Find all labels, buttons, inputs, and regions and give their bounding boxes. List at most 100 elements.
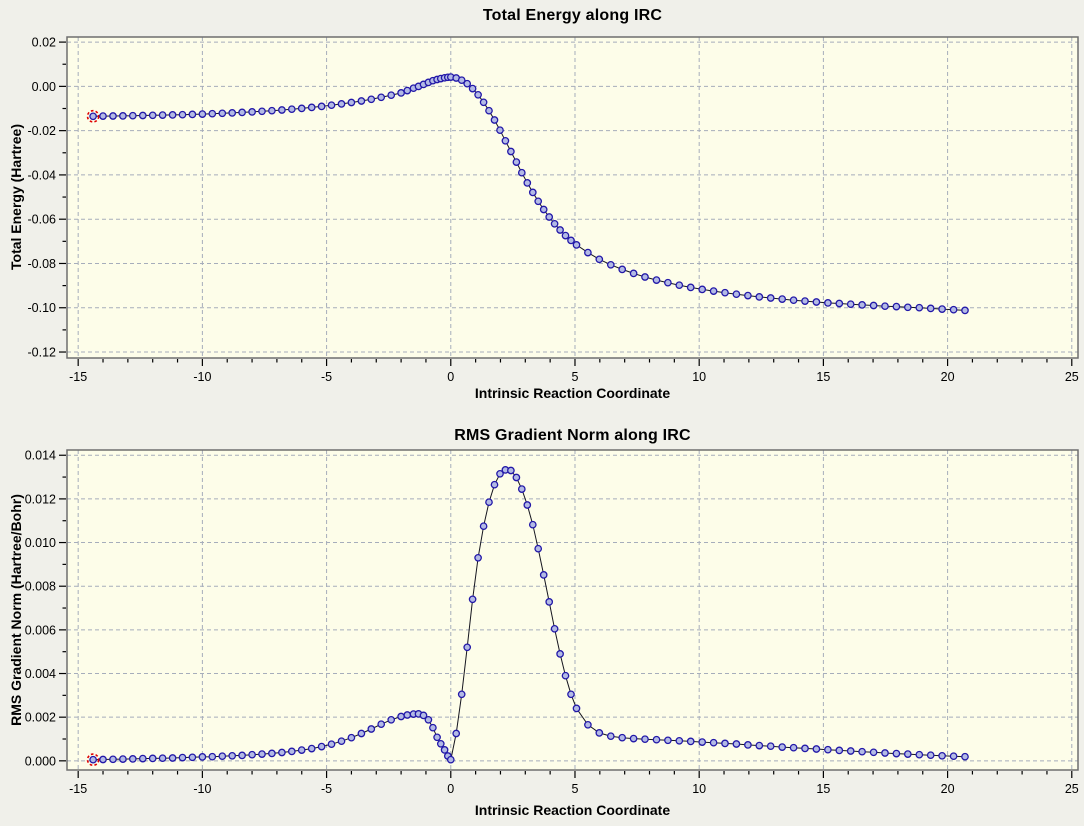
- data-point[interactable]: [949, 305, 958, 314]
- data-point[interactable]: [732, 740, 741, 748]
- data-point[interactable]: [709, 738, 718, 747]
- data-point[interactable]: [755, 741, 764, 750]
- data-point[interactable]: [561, 231, 570, 240]
- data-point[interactable]: [903, 750, 912, 758]
- data-point[interactable]: [347, 98, 356, 107]
- data-point[interactable]: [158, 111, 167, 119]
- data-point[interactable]: [99, 755, 107, 764]
- data-point[interactable]: [915, 303, 924, 312]
- data-point[interactable]: [109, 112, 117, 120]
- selected-data-point[interactable]: [89, 112, 97, 121]
- data-point[interactable]: [208, 752, 217, 761]
- data-point[interactable]: [926, 751, 935, 760]
- data-point[interactable]: [99, 112, 107, 120]
- data-point[interactable]: [119, 112, 127, 120]
- data-point[interactable]: [926, 304, 935, 313]
- data-point[interactable]: [698, 738, 707, 746]
- data-point[interactable]: [474, 90, 482, 99]
- data-point[interactable]: [218, 752, 227, 761]
- data-point[interactable]: [744, 291, 752, 300]
- data-point[interactable]: [721, 288, 729, 297]
- total-energy-plot-canvas[interactable]: -15 -10 -5 0 5 10 15 20 25 0.02 0.00 -0.02 -0.04 -0.0…: [0, 0, 1084, 413]
- data-point[interactable]: [297, 104, 306, 113]
- data-point[interactable]: [403, 711, 412, 719]
- data-point[interactable]: [507, 147, 515, 156]
- data-point[interactable]: [517, 485, 526, 493]
- data-point[interactable]: [501, 136, 510, 145]
- data-point[interactable]: [188, 110, 197, 119]
- data-point[interactable]: [512, 158, 521, 166]
- data-point[interactable]: [452, 729, 461, 738]
- data-point[interactable]: [367, 725, 376, 733]
- data-point[interactable]: [892, 302, 901, 311]
- data-point[interactable]: [337, 737, 346, 746]
- data-point[interactable]: [539, 571, 548, 579]
- data-point[interactable]: [824, 745, 832, 754]
- data-point[interactable]: [572, 241, 581, 249]
- data-point[interactable]: [766, 294, 775, 302]
- data-point[interactable]: [869, 301, 878, 310]
- data-point[interactable]: [778, 743, 787, 751]
- data-point[interactable]: [846, 300, 855, 309]
- data-point[interactable]: [258, 750, 266, 758]
- data-point[interactable]: [436, 739, 445, 748]
- data-point[interactable]: [523, 501, 532, 509]
- data-point[interactable]: [387, 91, 396, 100]
- data-point[interactable]: [490, 480, 499, 489]
- data-point[interactable]: [652, 276, 661, 284]
- data-point[interactable]: [479, 522, 488, 531]
- data-point[interactable]: [278, 748, 286, 757]
- data-point[interactable]: [317, 102, 326, 111]
- data-point[interactable]: [327, 740, 336, 749]
- data-point[interactable]: [158, 754, 167, 763]
- data-point[interactable]: [556, 226, 564, 234]
- data-point[interactable]: [198, 110, 207, 118]
- data-point[interactable]: [119, 755, 127, 763]
- data-point[interactable]: [457, 76, 466, 85]
- data-point[interactable]: [138, 754, 147, 763]
- data-point[interactable]: [397, 89, 405, 97]
- data-point[interactable]: [517, 168, 526, 177]
- data-point[interactable]: [561, 671, 570, 680]
- data-point[interactable]: [732, 290, 741, 299]
- data-point[interactable]: [595, 255, 604, 264]
- data-point[interactable]: [801, 297, 809, 305]
- data-point[interactable]: [938, 305, 946, 313]
- data-point[interactable]: [915, 750, 924, 759]
- data-point[interactable]: [238, 751, 246, 760]
- data-point[interactable]: [397, 712, 405, 721]
- data-point[interactable]: [377, 93, 386, 102]
- data-point[interactable]: [496, 126, 504, 135]
- data-point[interactable]: [938, 751, 946, 760]
- data-point[interactable]: [766, 742, 775, 751]
- data-point[interactable]: [675, 736, 684, 745]
- data-point[interactable]: [387, 715, 396, 724]
- selected-data-point[interactable]: [89, 755, 97, 764]
- data-point[interactable]: [463, 643, 472, 652]
- data-point[interactable]: [168, 754, 177, 762]
- data-point[interactable]: [128, 111, 137, 120]
- data-point[interactable]: [463, 79, 472, 88]
- data-point[interactable]: [606, 732, 615, 741]
- data-point[interactable]: [109, 755, 117, 764]
- data-point[interactable]: [178, 753, 187, 762]
- data-point[interactable]: [307, 103, 316, 112]
- data-point[interactable]: [755, 293, 764, 301]
- data-point[interactable]: [248, 108, 256, 116]
- data-point[interactable]: [507, 466, 515, 475]
- data-point[interactable]: [686, 737, 695, 746]
- data-point[interactable]: [858, 301, 866, 309]
- data-point[interactable]: [297, 746, 306, 754]
- data-point[interactable]: [468, 595, 477, 604]
- data-point[interactable]: [629, 734, 638, 743]
- rms-gradient-plot-canvas[interactable]: -15 -10 -5 0 5 10 15 20 25 0.014 0.012 0.010 0.008 0.…: [0, 413, 1084, 826]
- data-point[interactable]: [903, 303, 912, 312]
- data-point[interactable]: [327, 101, 336, 110]
- data-point[interactable]: [812, 745, 821, 753]
- data-point[interactable]: [550, 624, 559, 633]
- data-point[interactable]: [652, 735, 661, 744]
- data-point[interactable]: [664, 736, 672, 745]
- data-point[interactable]: [228, 751, 237, 760]
- data-point[interactable]: [403, 86, 412, 95]
- data-point[interactable]: [534, 197, 543, 206]
